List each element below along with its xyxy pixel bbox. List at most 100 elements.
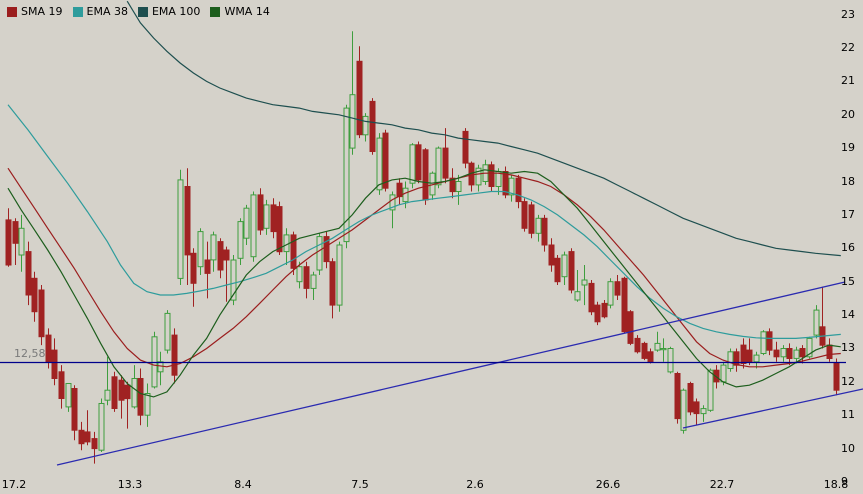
bearish-candle <box>290 234 297 269</box>
bullish-candle <box>250 194 257 258</box>
bearish-candle <box>449 177 456 193</box>
bullish-candle <box>310 274 317 289</box>
indicator-legend: SMA 19 EMA 38 EMA 100 WMA 14 <box>7 5 270 18</box>
legend-label: EMA 38 <box>86 5 128 18</box>
bullish-candle <box>230 259 237 301</box>
y-tick-label: 19 <box>841 141 855 155</box>
bearish-candle <box>634 337 641 353</box>
bullish-candle <box>707 369 714 411</box>
bearish-candle <box>323 236 330 263</box>
y-tick-label: 13 <box>841 341 855 355</box>
bearish-candle <box>58 371 65 399</box>
x-tick-label: 18.8 <box>823 478 849 491</box>
bearish-candle <box>442 147 449 179</box>
bullish-candle <box>316 236 323 271</box>
y-tick-label: 17 <box>841 207 855 221</box>
bearish-candle <box>190 252 197 284</box>
bullish-candle <box>210 234 217 261</box>
bearish-candle <box>521 201 528 229</box>
trend-line-2[interactable] <box>682 388 863 429</box>
bullish-candle <box>475 167 482 186</box>
bullish-candle <box>793 349 800 359</box>
bullish-candle <box>343 107 350 243</box>
bullish-candle <box>435 147 442 186</box>
bearish-candle <box>91 438 98 450</box>
bullish-candle <box>197 231 204 268</box>
bullish-candle <box>660 348 667 351</box>
bearish-candle <box>674 373 681 420</box>
bearish-candle <box>462 130 469 164</box>
bearish-candle <box>528 204 535 234</box>
bearish-candle <box>257 194 264 231</box>
bearish-candle <box>647 351 654 363</box>
y-tick-label: 15 <box>841 274 855 288</box>
y-tick-label: 18 <box>841 174 855 188</box>
bullish-candle <box>680 389 687 431</box>
bullish-candle <box>402 187 409 203</box>
bullish-candle <box>389 194 396 211</box>
bearish-candle <box>217 241 224 271</box>
wma14-swatch-icon <box>210 6 221 17</box>
ema38-swatch-icon <box>72 6 83 17</box>
price-level-label: 12,58 <box>14 347 46 361</box>
bullish-candle <box>362 115 369 136</box>
bearish-candle <box>12 221 19 244</box>
legend-label: WMA 14 <box>224 5 270 18</box>
y-tick-label: 22 <box>841 40 855 54</box>
y-tick-label: 21 <box>841 74 855 88</box>
bearish-candle <box>713 369 720 383</box>
bearish-candle <box>382 132 389 189</box>
bearish-candle <box>641 342 648 359</box>
bearish-candle <box>184 186 191 256</box>
bearish-candle <box>38 289 45 338</box>
legend-item-wma14: WMA 14 <box>210 5 270 18</box>
trend-line-1[interactable] <box>56 281 846 466</box>
bullish-candle <box>237 221 244 259</box>
ma-line-ema100 <box>126 0 841 257</box>
bearish-candle <box>786 348 793 359</box>
x-tick-label: 2.6 <box>466 478 484 491</box>
bullish-candle <box>296 266 303 283</box>
bearish-candle <box>488 164 495 188</box>
bullish-candle <box>18 227 25 256</box>
bearish-candle <box>118 379 125 401</box>
y-tick-label: 23 <box>841 7 855 21</box>
bearish-candle <box>415 144 422 181</box>
bullish-candle <box>409 144 416 184</box>
x-tick-label: 7.5 <box>351 478 369 491</box>
y-tick-label: 14 <box>841 308 855 322</box>
bullish-candle <box>508 177 515 196</box>
bullish-candle <box>607 281 614 306</box>
ema100-swatch-icon <box>137 6 148 17</box>
bearish-candle <box>541 217 548 246</box>
bullish-candle <box>574 291 581 301</box>
bullish-candle <box>753 354 760 363</box>
bearish-candle <box>5 219 12 266</box>
bearish-candle <box>687 383 694 413</box>
bullish-candle <box>455 181 462 192</box>
bearish-candle <box>303 266 310 289</box>
bullish-candle <box>131 378 138 408</box>
bearish-candle <box>614 281 621 296</box>
bullish-candle <box>144 393 151 416</box>
bearish-candle <box>568 251 575 291</box>
y-tick-label: 16 <box>841 241 855 255</box>
bullish-candle <box>720 364 727 383</box>
x-tick-label: 26.6 <box>595 478 621 491</box>
bearish-candle <box>84 431 91 443</box>
bearish-candle <box>329 261 336 306</box>
bullish-candle <box>806 337 813 358</box>
bullish-candle <box>65 383 72 408</box>
y-tick-label: 11 <box>841 408 855 422</box>
bearish-candle <box>124 384 131 400</box>
bullish-candle <box>727 351 734 369</box>
bearish-candle <box>270 204 277 233</box>
bullish-candle <box>376 137 383 191</box>
bearish-candle <box>601 302 608 318</box>
bullish-candle <box>561 254 568 278</box>
legend-item-ema38: EMA 38 <box>72 5 128 18</box>
bullish-candle <box>780 348 787 358</box>
ma-line-wma14 <box>7 169 841 398</box>
